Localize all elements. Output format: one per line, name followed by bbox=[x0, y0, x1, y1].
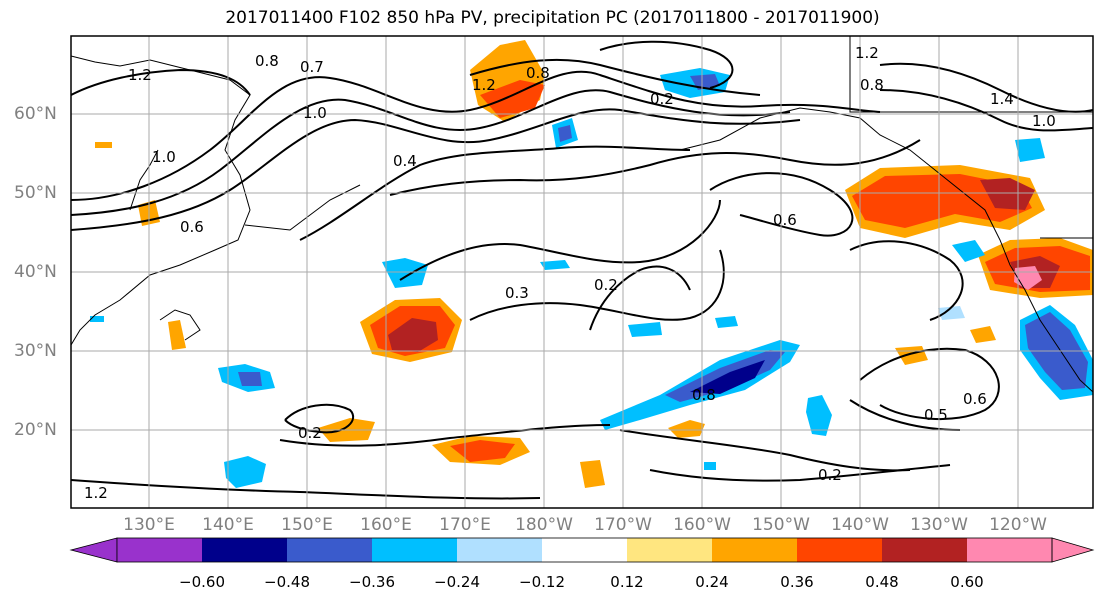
colorbar-segment bbox=[287, 538, 372, 562]
colorbar-tick-label: 0.24 bbox=[695, 573, 729, 591]
colorbar-low-extension bbox=[69, 537, 118, 563]
colorbar-tick-label: −0.60 bbox=[179, 573, 225, 591]
lon-label: 150°E bbox=[281, 515, 333, 535]
colorbar-segment bbox=[372, 538, 457, 562]
contour-label: 0.6 bbox=[773, 211, 797, 229]
contour-label: 1.4 bbox=[990, 90, 1014, 108]
lon-label: 130°E bbox=[123, 515, 175, 535]
precip-shading bbox=[90, 40, 1093, 488]
contour-label: 0.8 bbox=[255, 52, 279, 70]
lat-label: 30°N bbox=[14, 341, 57, 361]
colorbar-segment bbox=[202, 538, 287, 562]
lon-label: 120°W bbox=[989, 515, 1047, 535]
lat-label: 50°N bbox=[14, 183, 57, 203]
contour-label: 0.8 bbox=[526, 64, 550, 82]
lat-label: 40°N bbox=[14, 262, 57, 282]
lon-label: 170°W bbox=[594, 515, 652, 535]
colorbar-segment bbox=[457, 538, 542, 562]
contour-label: 1.2 bbox=[855, 44, 879, 62]
contour-label: 0.8 bbox=[860, 76, 884, 94]
contour-label: 0.6 bbox=[180, 218, 204, 236]
lon-label: 150°W bbox=[752, 515, 810, 535]
colorbar-tick-label: 0.12 bbox=[610, 573, 644, 591]
lon-label: 160°W bbox=[673, 515, 731, 535]
colorbar-segment bbox=[117, 538, 202, 562]
contour-label: 1.0 bbox=[303, 104, 327, 122]
colorbar-segment bbox=[882, 538, 967, 562]
lon-label: 170°E bbox=[439, 515, 491, 535]
colorbar-segment bbox=[542, 538, 627, 562]
colorbar-tick-label: −0.12 bbox=[519, 573, 565, 591]
coastlines bbox=[71, 36, 1093, 393]
graticule bbox=[71, 36, 1093, 508]
contour-label: 1.2 bbox=[472, 76, 496, 94]
colorbar-segment bbox=[967, 538, 1052, 562]
lat-label: 20°N bbox=[14, 420, 57, 440]
colorbar-segment bbox=[712, 538, 797, 562]
contour-label: 0.5 bbox=[924, 406, 948, 424]
contour-label: 1.0 bbox=[1032, 112, 1056, 130]
lon-label: 140°W bbox=[831, 515, 889, 535]
colorbar-tick-label: 0.48 bbox=[865, 573, 899, 591]
pv-contours bbox=[71, 40, 1093, 500]
lon-label: 130°W bbox=[910, 515, 968, 535]
colorbar-segment bbox=[627, 538, 712, 562]
contour-label: 0.2 bbox=[298, 424, 322, 442]
lat-label: 60°N bbox=[14, 104, 57, 124]
colorbar bbox=[69, 537, 1095, 563]
contour-label: 0.2 bbox=[650, 90, 674, 108]
contour-label: 1.2 bbox=[84, 484, 108, 502]
colorbar-segment bbox=[797, 538, 882, 562]
contour-label: 1.2 bbox=[128, 66, 152, 84]
contour-label: 0.6 bbox=[963, 390, 987, 408]
colorbar-tick-label: 0.60 bbox=[950, 573, 984, 591]
contour-label: 1.0 bbox=[152, 148, 176, 166]
lon-label: 140°E bbox=[202, 515, 254, 535]
colorbar-high-extension bbox=[1051, 537, 1095, 563]
lon-label: 160°E bbox=[360, 515, 412, 535]
contour-labels: 1.2 0.8 0.7 1.0 1.2 0.8 1.0 0.6 0.4 0.2 … bbox=[84, 44, 1056, 502]
contour-label: 0.7 bbox=[300, 58, 324, 76]
colorbar-tick-label: −0.24 bbox=[434, 573, 480, 591]
map-frame bbox=[70, 35, 1094, 509]
lon-label: 180°W bbox=[515, 515, 573, 535]
contour-label: 0.2 bbox=[594, 276, 618, 294]
map-title: 2017011400 F102 850 hPa PV, precipitatio… bbox=[225, 8, 880, 28]
colorbar-tick-label: −0.48 bbox=[264, 573, 310, 591]
contour-label: 0.4 bbox=[393, 152, 417, 170]
contour-label: 0.3 bbox=[505, 284, 529, 302]
colorbar-tick-label: −0.36 bbox=[349, 573, 395, 591]
contour-label: 0.8 bbox=[692, 386, 716, 404]
colorbar-tick-label: 0.36 bbox=[780, 573, 814, 591]
contour-label: 0.2 bbox=[818, 466, 842, 484]
